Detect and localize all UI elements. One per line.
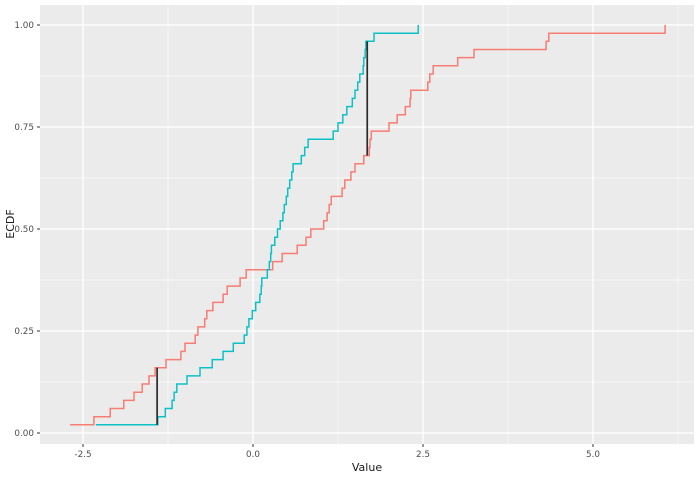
y-axis-title: ECDF: [4, 209, 17, 238]
ecdf-line-sample-red: [70, 25, 666, 426]
y-tick-label: 0.00: [14, 429, 34, 439]
x-axis-title: Value: [352, 461, 382, 474]
x-tick-label: -2.5: [74, 450, 91, 460]
axis-tick-marks: [37, 24, 594, 447]
y-tick-label: 0.50: [14, 225, 34, 235]
difference-segments: [156, 41, 369, 425]
y-tick-label: 0.25: [14, 327, 34, 337]
x-tick-label: 2.5: [416, 450, 430, 460]
x-tick-label: 0.0: [246, 450, 260, 460]
y-tick-label: 1.00: [14, 21, 34, 31]
y-tick-label: 0.75: [14, 123, 34, 133]
major-gridlines: [40, 5, 694, 444]
x-tick-label: 5.0: [586, 450, 600, 460]
axis-tick-labels: -2.5 0.0 2.5 5.0 0.00 0.25 0.50 0.75 1.00: [14, 21, 600, 460]
ecdf-line-sample-cyan: [95, 25, 419, 426]
minor-gridlines: [40, 5, 694, 444]
ecdf-step-lines: [70, 25, 666, 426]
